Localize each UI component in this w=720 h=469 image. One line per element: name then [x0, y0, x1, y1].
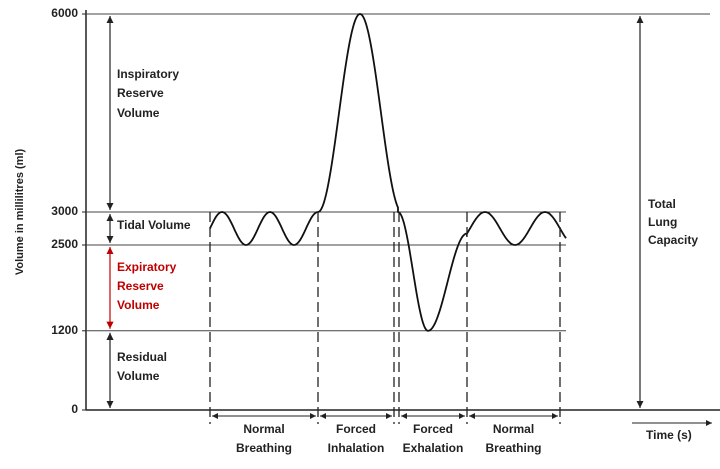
y-tick-label: 2500 — [51, 237, 78, 251]
volume-label: Residual — [117, 350, 167, 364]
phase-label: Breathing — [485, 441, 541, 455]
volume-label: Volume — [117, 106, 160, 120]
total-label: Lung — [648, 215, 677, 229]
volume-curve — [209, 13, 567, 332]
volume-label: Inspiratory — [117, 67, 179, 81]
phase-label: Exhalation — [403, 441, 464, 455]
phase-label: Inhalation — [328, 441, 385, 455]
phase-label: Normal — [243, 422, 284, 436]
phase-label: Forced — [336, 422, 376, 436]
x-axis-label: Time (s) — [646, 428, 692, 442]
volume-label: Volume — [117, 298, 160, 312]
y-tick-label: 6000 — [51, 6, 78, 20]
phase-label: Forced — [413, 422, 453, 436]
volume-label: Volume — [117, 369, 160, 383]
volume-label: Tidal Volume — [117, 218, 191, 232]
y-tick-label: 0 — [71, 402, 78, 416]
volume-label: Reserve — [117, 86, 164, 100]
y-tick-label: 1200 — [51, 323, 78, 337]
total-label: Total — [648, 197, 676, 211]
volume-label: Expiratory — [117, 260, 177, 274]
phase-label: Normal — [493, 422, 534, 436]
total-label: Capacity — [648, 233, 698, 247]
volume-label: Reserve — [117, 279, 164, 293]
y-axis-label: Volume in millilitres (ml) — [14, 149, 26, 276]
y-tick-label: 3000 — [51, 204, 78, 218]
phase-label: Breathing — [236, 441, 292, 455]
